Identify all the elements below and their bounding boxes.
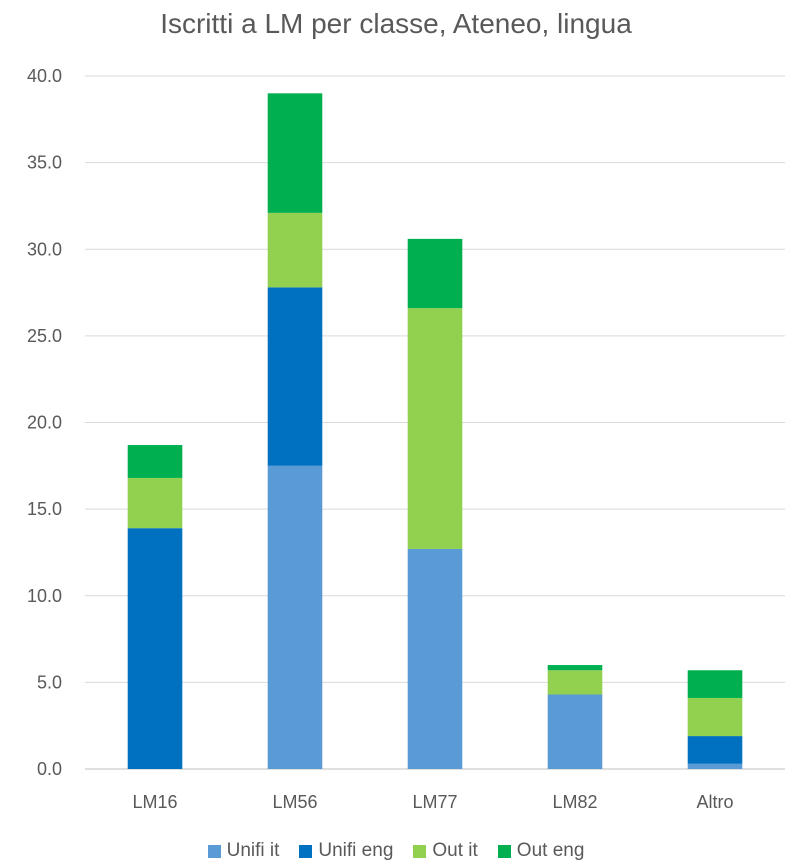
y-tick-label: 40.0 xyxy=(27,66,62,86)
x-tick-label: LM16 xyxy=(132,792,177,812)
y-tick-label: 5.0 xyxy=(37,672,62,692)
legend-label-unifi-it: Unifi it xyxy=(226,840,280,861)
y-tick-label: 10.0 xyxy=(27,586,62,606)
legend-swatch-unifi-it xyxy=(207,844,221,858)
bar-out-it-altro xyxy=(687,697,743,737)
bar-unifi-eng-lm16 xyxy=(127,528,183,769)
y-tick-label: 0.0 xyxy=(37,759,62,779)
legend-swatch-out-it xyxy=(413,844,427,858)
legend-item-unifi-eng: Unifi eng xyxy=(299,840,393,862)
bar-out-eng-lm16 xyxy=(127,445,183,478)
bar-out-eng-lm82 xyxy=(547,665,603,671)
bar-out-eng-lm77 xyxy=(407,238,463,309)
y-tick-label: 20.0 xyxy=(27,413,62,433)
x-tick-label: LM77 xyxy=(412,792,457,812)
bar-out-it-lm82 xyxy=(547,670,603,695)
bar-unifi-it-lm56 xyxy=(267,465,323,769)
bar-unifi-it-lm82 xyxy=(547,694,603,769)
bar-unifi-eng-altro xyxy=(687,736,743,764)
legend-swatch-unifi-eng xyxy=(299,844,313,858)
legend-label-out-it: Out it xyxy=(432,840,478,861)
bar-out-eng-altro xyxy=(687,670,743,698)
x-tick-label: LM56 xyxy=(272,792,317,812)
y-tick-label: 15.0 xyxy=(27,499,62,519)
x-tick-label: LM82 xyxy=(552,792,597,812)
legend-item-out-eng: Out eng xyxy=(497,840,585,862)
bar-out-it-lm77 xyxy=(407,308,463,549)
y-tick-label: 30.0 xyxy=(27,239,62,259)
bar-out-it-lm16 xyxy=(127,477,183,529)
bar-out-eng-lm56 xyxy=(267,93,323,213)
bar-unifi-it-altro xyxy=(687,763,743,769)
chart-title: Iscritti a LM per classe, Ateneo, lingua xyxy=(160,8,632,39)
x-tick-label: Altro xyxy=(696,792,733,812)
legend-label-out-eng: Out eng xyxy=(516,840,585,861)
bar-out-it-lm56 xyxy=(267,212,323,288)
legend-item-out-it: Out it xyxy=(413,840,478,862)
stacked-bar-chart: 0.0 5.0 10.0 15.0 20.0 25.0 30.0 35.0 40.0 LM16 LM… xyxy=(27,66,785,812)
bar-unifi-it-lm77 xyxy=(407,548,463,769)
y-tick-label: 35.0 xyxy=(27,153,62,173)
legend-swatch-out-eng xyxy=(497,844,511,858)
legend-item-unifi-it: Unifi it xyxy=(207,840,280,862)
legend-label-unifi-eng: Unifi eng xyxy=(318,840,394,861)
chart-legend: Unifi it Unifi eng Out it Out eng xyxy=(0,840,792,862)
bar-unifi-eng-lm56 xyxy=(267,287,323,466)
y-tick-label: 25.0 xyxy=(27,326,62,346)
